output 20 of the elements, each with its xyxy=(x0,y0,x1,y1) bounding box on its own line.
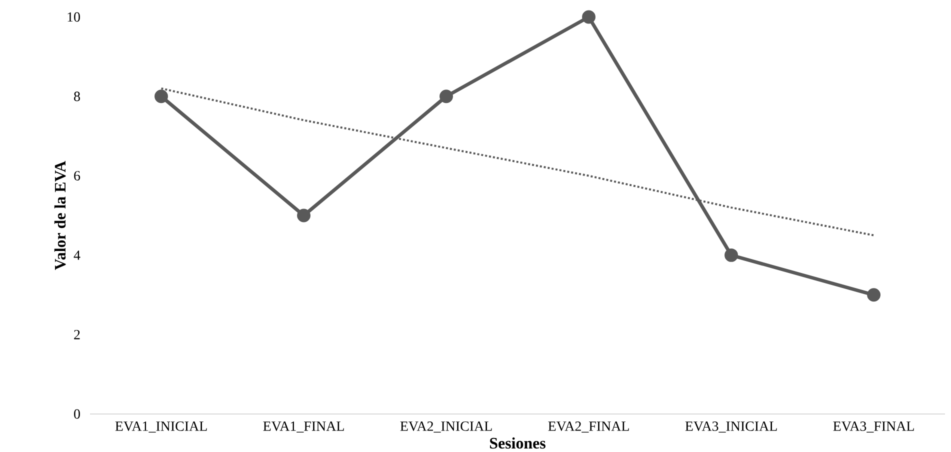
x-tick-label: EVA2_FINAL xyxy=(548,422,629,433)
point xyxy=(582,10,596,24)
x-tick-label: EVA1_INICIAL xyxy=(115,422,207,433)
point xyxy=(154,90,168,104)
y-tick-label: 0 xyxy=(74,409,80,419)
y-tick-label: 2 xyxy=(74,330,80,340)
point xyxy=(724,248,738,262)
x-tick-label: EVA2_INICIAL xyxy=(400,422,492,433)
point xyxy=(440,90,453,104)
point xyxy=(297,208,310,222)
x-tick-label: EVA3_INICIAL xyxy=(685,422,777,433)
y-tick-label: 6 xyxy=(74,171,80,181)
y-tick-label: 10 xyxy=(68,12,80,22)
x-tick-label: EVA1_FINAL xyxy=(263,422,344,433)
x-tick-label: EVA3_FINAL xyxy=(833,422,914,433)
x-axis-title: Sesiones xyxy=(490,437,546,449)
point xyxy=(867,288,880,302)
y-axis-title: Valor de la EVA xyxy=(54,160,66,270)
y-tick-label: 8 xyxy=(74,92,80,102)
y-tick-label: 4 xyxy=(74,250,80,260)
